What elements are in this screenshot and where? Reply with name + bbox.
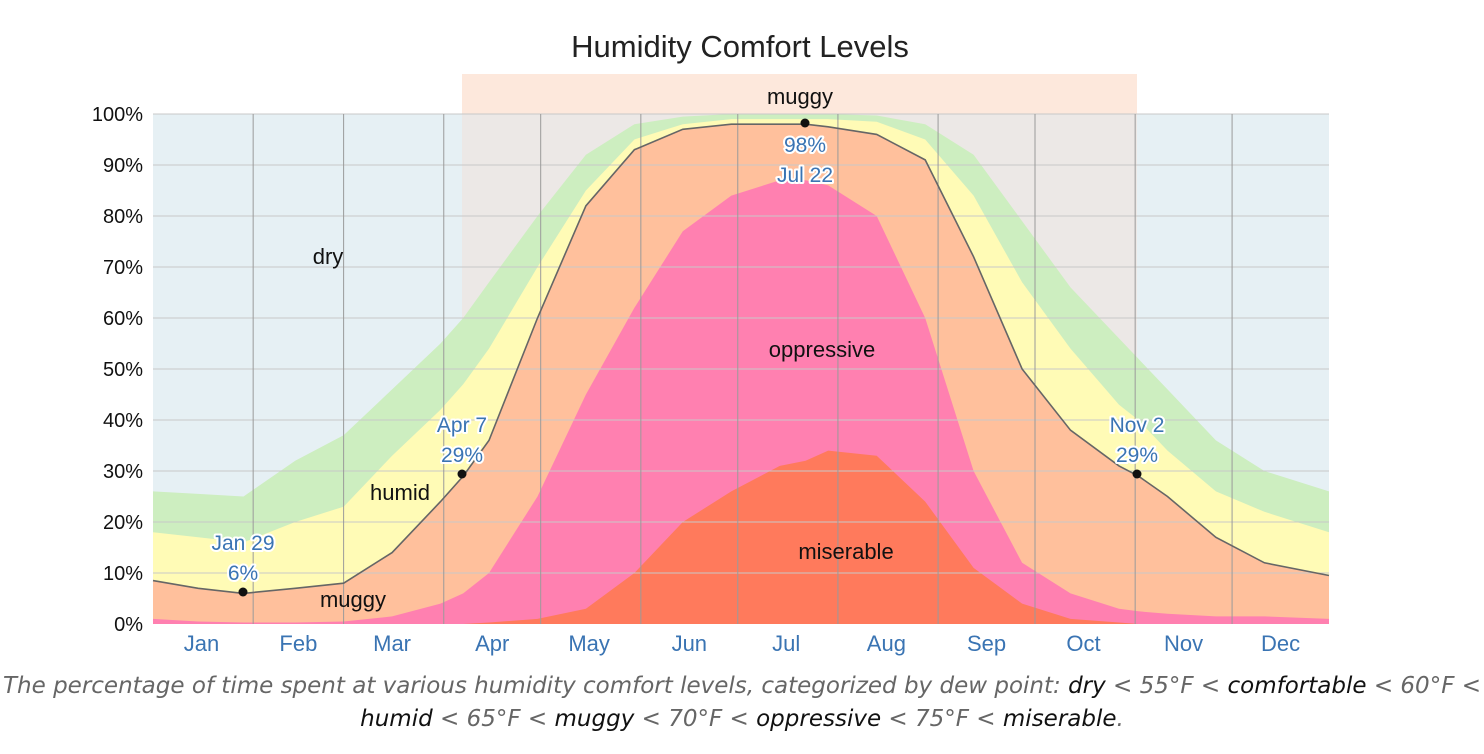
annotation-dot-jul22 (800, 118, 810, 128)
area-oppressive (153, 180, 1329, 625)
caption-term-comfortable: comfortable (1227, 673, 1367, 699)
gridlines (153, 113, 1329, 624)
annotation-date-jul22: Jul 22 (777, 164, 833, 187)
annotation-date-nov2: Nov 2 (1110, 414, 1165, 437)
x-tick-sep: Sep (967, 631, 1006, 656)
y-tick-label: 30% (103, 461, 143, 483)
caption-term-oppressive: oppressive (756, 706, 882, 732)
annotation-value-jul22: 98% (784, 134, 826, 157)
annotation-value-jan29: 6% (228, 562, 258, 585)
annotations: Jan 29 6% Apr 7 29% 98% Jul 22 Nov 2 29% (209, 118, 1166, 597)
highlight-band-label: muggy (767, 84, 833, 109)
humidity-chart: 0% 10% 20% 30% 40% 50% 60% 70% 80% 90% 100% Jan Feb… (92, 29, 1330, 656)
y-axis-ticks: 0% 10% 20% 30% 40% 50% 60% 70% 80% 90% 100% (92, 104, 143, 636)
caption-end: . (1116, 706, 1124, 732)
y-tick-label: 20% (103, 512, 143, 534)
x-tick-jul: Jul (772, 631, 800, 656)
y-tick-label: 40% (103, 410, 143, 432)
chart-caption: The percentage of time spent at various … (0, 670, 1484, 736)
x-tick-nov: Nov (1164, 631, 1203, 656)
x-tick-aug: Aug (867, 631, 906, 656)
annotation-dot-jan29 (238, 587, 248, 597)
x-tick-feb: Feb (279, 631, 317, 656)
x-axis-ticks: Jan Feb Mar Apr May Jun Jul Aug Sep Oct Nov Dec (184, 631, 1300, 656)
x-tick-mar: Mar (373, 631, 411, 656)
band-label-oppressive: oppressive (769, 337, 875, 362)
area-miserable (153, 450, 1329, 624)
annotation-dot-apr7 (457, 469, 467, 479)
band-label-muggy: muggy (320, 587, 386, 612)
chart-title: Humidity Comfort Levels (571, 29, 909, 64)
x-tick-apr: Apr (475, 631, 509, 656)
band-label-dry: dry (313, 244, 344, 269)
x-tick-jan: Jan (184, 631, 219, 656)
caption-intro: The percentage of time spent at various … (2, 673, 1069, 699)
y-tick-label: 70% (103, 257, 143, 279)
caption-term-dry: dry (1068, 673, 1106, 699)
y-tick-label: 60% (103, 308, 143, 330)
annotation-value-nov2: 29% (1116, 444, 1158, 467)
band-label-humid: humid (370, 480, 430, 505)
y-tick-label: 50% (103, 359, 143, 381)
highlight-band (462, 74, 1137, 114)
caption-sep-2: < 60°F < (1366, 673, 1482, 699)
y-tick-label: 100% (92, 104, 143, 126)
caption-sep-3: < 65°F < (432, 706, 555, 732)
y-tick-label: 10% (103, 563, 143, 585)
muggy-boundary-line (152, 123, 1330, 595)
y-tick-label: 0% (114, 614, 143, 636)
annotation-dot-nov2 (1132, 469, 1142, 479)
x-tick-jun: Jun (672, 631, 707, 656)
caption-term-humid: humid (360, 706, 433, 732)
annotation-date-apr7: Apr 7 (437, 414, 487, 437)
caption-term-miserable: miserable (1002, 706, 1117, 732)
annotation-date-jan29: Jan 29 (211, 532, 274, 555)
caption-sep-1: < 55°F < (1105, 673, 1228, 699)
y-tick-label: 80% (103, 206, 143, 228)
x-tick-dec: Dec (1261, 631, 1300, 656)
caption-sep-5: < 75°F < (881, 706, 1003, 732)
x-tick-may: May (568, 631, 610, 656)
caption-term-muggy: muggy (554, 706, 635, 732)
band-label-miserable: miserable (798, 539, 893, 564)
y-tick-label: 90% (103, 155, 143, 177)
annotation-value-apr7: 29% (441, 444, 483, 467)
x-tick-oct: Oct (1066, 631, 1100, 656)
caption-sep-4: < 70°F < (634, 706, 757, 732)
